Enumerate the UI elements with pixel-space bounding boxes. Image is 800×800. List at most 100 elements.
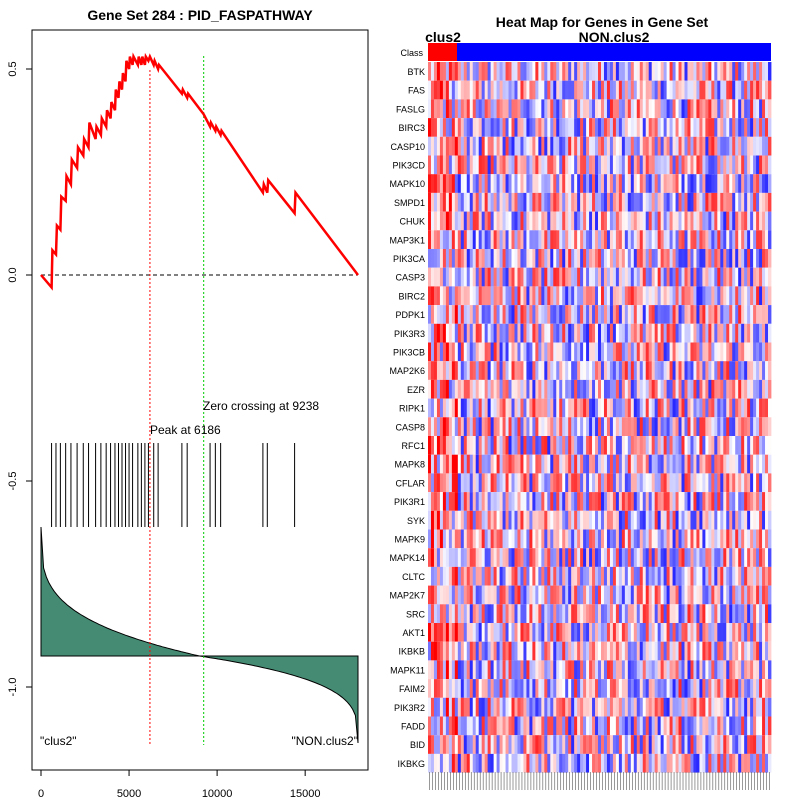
heat-cell bbox=[684, 566, 688, 586]
heat-cell bbox=[681, 697, 685, 717]
heat-cell bbox=[699, 361, 703, 380]
heat-cell bbox=[499, 473, 503, 493]
heat-cell bbox=[484, 342, 489, 362]
heat-cell bbox=[651, 529, 656, 549]
heat-cell bbox=[595, 398, 599, 418]
heat-cell bbox=[663, 604, 668, 623]
heat-cell bbox=[496, 305, 500, 324]
heat-cell bbox=[463, 753, 468, 773]
heat-cell bbox=[660, 80, 665, 100]
heat-cell bbox=[559, 118, 563, 137]
x-tick-label: 0 bbox=[38, 788, 44, 800]
heat-cell bbox=[720, 473, 724, 493]
heat-cell bbox=[484, 361, 489, 380]
heat-cell bbox=[475, 417, 480, 436]
heat-cell bbox=[768, 398, 772, 418]
heat-cell bbox=[717, 305, 721, 324]
heat-cell bbox=[666, 155, 670, 175]
heat-cell bbox=[484, 716, 489, 736]
heat-cell bbox=[481, 99, 486, 119]
heat-cell bbox=[612, 660, 617, 680]
heat-cell bbox=[675, 492, 679, 511]
heat-cell bbox=[681, 660, 685, 680]
heat-cell bbox=[493, 454, 497, 474]
heat-cell bbox=[454, 641, 459, 661]
heat-cell bbox=[580, 510, 584, 530]
heat-cell bbox=[586, 211, 590, 231]
heat-cell bbox=[687, 323, 691, 343]
heat-cell bbox=[466, 697, 471, 717]
heat-cell bbox=[618, 697, 623, 717]
heat-cell bbox=[571, 174, 575, 193]
heat-cell bbox=[526, 99, 530, 119]
ranked-list-metric bbox=[40, 526, 359, 744]
heat-cell bbox=[687, 735, 691, 754]
heat-cell bbox=[568, 417, 572, 436]
heat-cell bbox=[487, 249, 492, 268]
heat-cell bbox=[568, 548, 572, 567]
heat-cell bbox=[654, 192, 659, 212]
heat-cell bbox=[520, 398, 524, 418]
heat-cell bbox=[523, 136, 527, 156]
gene-label: SRC bbox=[406, 609, 426, 619]
heat-cell bbox=[714, 454, 718, 474]
heat-cell bbox=[547, 230, 551, 249]
heat-cell bbox=[574, 566, 578, 586]
heat-cell bbox=[627, 249, 632, 268]
heat-cell bbox=[502, 323, 506, 343]
heat-cell bbox=[702, 99, 706, 119]
heat-cell bbox=[577, 417, 581, 436]
heat-cell bbox=[556, 192, 560, 212]
heat-cell bbox=[693, 342, 697, 362]
heat-cell bbox=[457, 249, 462, 268]
heat-cell bbox=[765, 155, 769, 175]
heat-cell bbox=[621, 604, 626, 623]
heat-cell bbox=[598, 697, 602, 717]
heat-cell bbox=[729, 323, 733, 343]
heat-cell bbox=[592, 398, 596, 418]
heat-cell bbox=[768, 641, 772, 661]
heat-cell bbox=[517, 510, 521, 530]
heat-cell bbox=[466, 323, 471, 343]
heat-cell bbox=[678, 323, 682, 343]
heat-cell bbox=[520, 735, 524, 754]
heat-cell bbox=[651, 585, 656, 605]
heat-cell bbox=[529, 492, 533, 511]
heat-cell bbox=[562, 323, 566, 343]
heat-cell bbox=[517, 716, 521, 736]
heat-cell bbox=[541, 604, 545, 623]
heat-cell bbox=[595, 99, 599, 119]
heat-cell bbox=[693, 473, 697, 493]
heat-cell bbox=[505, 548, 509, 567]
heat-cell bbox=[612, 492, 617, 511]
heat-cell bbox=[738, 323, 742, 343]
heat-cell bbox=[487, 379, 492, 399]
heat-cell bbox=[553, 398, 557, 418]
heat-cell bbox=[759, 641, 763, 661]
heat-cell bbox=[538, 716, 542, 736]
heat-cell bbox=[571, 529, 575, 549]
heat-cell bbox=[430, 211, 435, 231]
heat-cell bbox=[583, 361, 587, 380]
heat-cell bbox=[726, 679, 730, 698]
heat-cell bbox=[428, 267, 432, 287]
heat-cell bbox=[436, 697, 441, 717]
heat-cell bbox=[523, 566, 527, 586]
heat-cell bbox=[696, 473, 700, 493]
heat-cell bbox=[708, 286, 712, 306]
heat-cell bbox=[460, 529, 465, 549]
heat-cell bbox=[451, 286, 456, 306]
heat-cell bbox=[511, 510, 515, 530]
heat-cell bbox=[517, 286, 521, 306]
heat-cell bbox=[714, 267, 718, 287]
heat-cell bbox=[726, 735, 730, 754]
heat-cell bbox=[609, 641, 614, 661]
heat-cell bbox=[609, 230, 614, 249]
heat-cell bbox=[702, 249, 706, 268]
heat-cell bbox=[630, 697, 635, 717]
heat-cell bbox=[532, 136, 536, 156]
heat-cell bbox=[666, 305, 670, 324]
heat-cell bbox=[759, 660, 763, 680]
heat-cell bbox=[699, 623, 703, 642]
heat-cell bbox=[654, 323, 659, 343]
